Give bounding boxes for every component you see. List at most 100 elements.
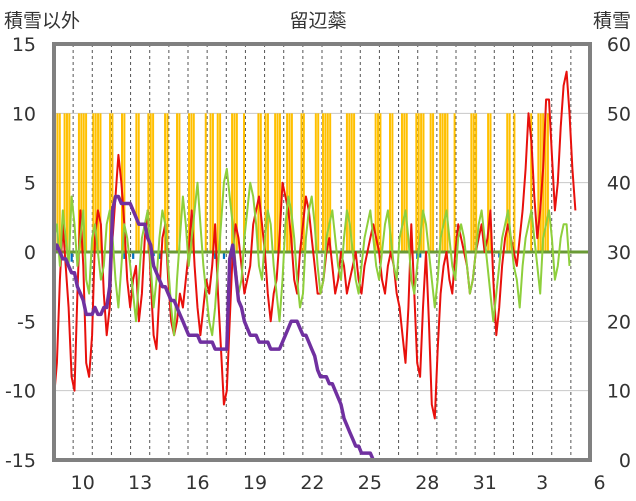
sunshine-bar [257, 113, 260, 252]
precipitation-bar [222, 252, 226, 259]
sunshine-bar [422, 113, 425, 252]
sunshine-bar [530, 113, 533, 252]
sunshine-bar [345, 113, 348, 252]
sunshine-bar [85, 113, 88, 252]
x-tick-label: 28 [415, 472, 439, 494]
left-tick-label: 0 [24, 242, 36, 264]
sunshine-bar [487, 113, 490, 252]
right-tick-label: 0 [619, 450, 631, 472]
left-tick-label: -15 [5, 450, 36, 472]
sunshine-bar [190, 113, 193, 252]
sunshine-bar [322, 113, 324, 252]
sunshine-bar [544, 113, 547, 252]
sunshine-bar [123, 113, 126, 252]
sunshine-bar [97, 113, 100, 252]
sunshine-bar [389, 113, 391, 252]
sunshine-bar [429, 113, 432, 252]
sunshine-bar [439, 113, 442, 252]
sunshine-bar [324, 113, 327, 252]
right-axis-label: 積雪 [593, 10, 631, 32]
sunshine-bar [58, 113, 61, 252]
sunshine-bar [470, 113, 473, 252]
sunshine-bar [405, 113, 408, 252]
x-tick-label: 22 [300, 472, 324, 494]
x-tick-label: 10 [71, 472, 95, 494]
wind-line [53, 167, 571, 337]
sunshine-bar [441, 113, 444, 252]
sunshine-bar [92, 113, 95, 252]
sunshine-bar [109, 113, 112, 252]
sunshine-bar [489, 113, 492, 252]
sunshine-bar [176, 113, 179, 252]
sunshine-bar [400, 113, 403, 252]
sunshine-bar [152, 113, 155, 252]
left-tick-label: 10 [12, 103, 36, 125]
chart-title: 留辺蘂 [289, 10, 346, 32]
x-tick-label: 16 [185, 472, 209, 494]
sunshine-bar [266, 113, 269, 252]
x-tick-label: 25 [358, 472, 382, 494]
sunshine-bar [68, 113, 71, 252]
right-tick-label: 20 [607, 311, 631, 333]
sunshine-bar [278, 113, 281, 252]
sunshine-bar [99, 113, 102, 252]
sunshine-bar [415, 113, 418, 252]
sunshine-bar [80, 113, 83, 252]
sunshine-bar [472, 113, 475, 252]
sunshine-bar [211, 113, 214, 252]
left-tick-label: 5 [24, 173, 36, 195]
sunshine-bar [506, 113, 509, 252]
sunshine-bar [537, 113, 540, 252]
x-tick-label: 31 [473, 472, 497, 494]
x-tick-label: 13 [128, 472, 152, 494]
sunshine-bar [209, 113, 212, 252]
sunshine-bar [216, 113, 219, 252]
sunshine-bar [326, 113, 329, 252]
sunshine-bar [317, 113, 320, 252]
sunshine-bar [82, 113, 85, 252]
sunshine-bar [188, 113, 190, 252]
sunshine-bar [508, 113, 511, 252]
left-axis-label: 積雪以外 [4, 10, 80, 32]
sunshine-bar [63, 113, 66, 252]
precipitation-bar [70, 252, 73, 262]
sunshine-bar [65, 113, 68, 252]
left-tick-label: -10 [5, 381, 36, 403]
temperature-line [53, 70, 577, 420]
precipitation-bar [132, 252, 135, 259]
precipitation-bar [498, 252, 501, 258]
precipitation-bar [214, 252, 217, 259]
sunshine-bar [353, 113, 356, 252]
sunshine-bar [546, 113, 549, 252]
sunshine-bar [348, 113, 351, 252]
x-tick-labels: 10 13 16 19 22 25 28 31 3 6 [71, 472, 606, 494]
sunshine-bar [276, 113, 279, 252]
sunshine-bar [235, 113, 238, 252]
sunshine-bar [178, 113, 181, 252]
precipitation-bar [419, 252, 422, 258]
sunshine-bar [475, 113, 478, 252]
sunshine-bar [56, 113, 59, 252]
sunshine-bar [147, 113, 150, 252]
sunshine-bar [274, 113, 277, 252]
left-tick-labels: 15 10 5 0 -5 -10 -15 [5, 34, 36, 472]
sunshine-bar [219, 113, 222, 252]
sunshine-bar [420, 113, 423, 252]
sunshine-bars [54, 113, 549, 252]
sunshine-bar [149, 113, 152, 252]
right-tick-label: 10 [607, 381, 631, 403]
right-tick-labels: 60 50 40 30 20 10 0 [607, 34, 631, 472]
x-tick-label: 6 [594, 472, 606, 494]
left-tick-label: 15 [12, 34, 36, 56]
right-tick-label: 30 [607, 242, 631, 264]
x-tick-label: 19 [243, 472, 267, 494]
sunshine-bar [314, 113, 317, 252]
right-tick-label: 40 [607, 173, 631, 195]
sunshine-bar [453, 113, 456, 252]
plot-frame [52, 42, 592, 462]
sunshine-bar [302, 113, 305, 252]
sunshine-bar [290, 113, 293, 252]
sunshine-bar [539, 113, 542, 252]
sunshine-bar [259, 113, 262, 252]
sunshine-bar [231, 113, 234, 252]
